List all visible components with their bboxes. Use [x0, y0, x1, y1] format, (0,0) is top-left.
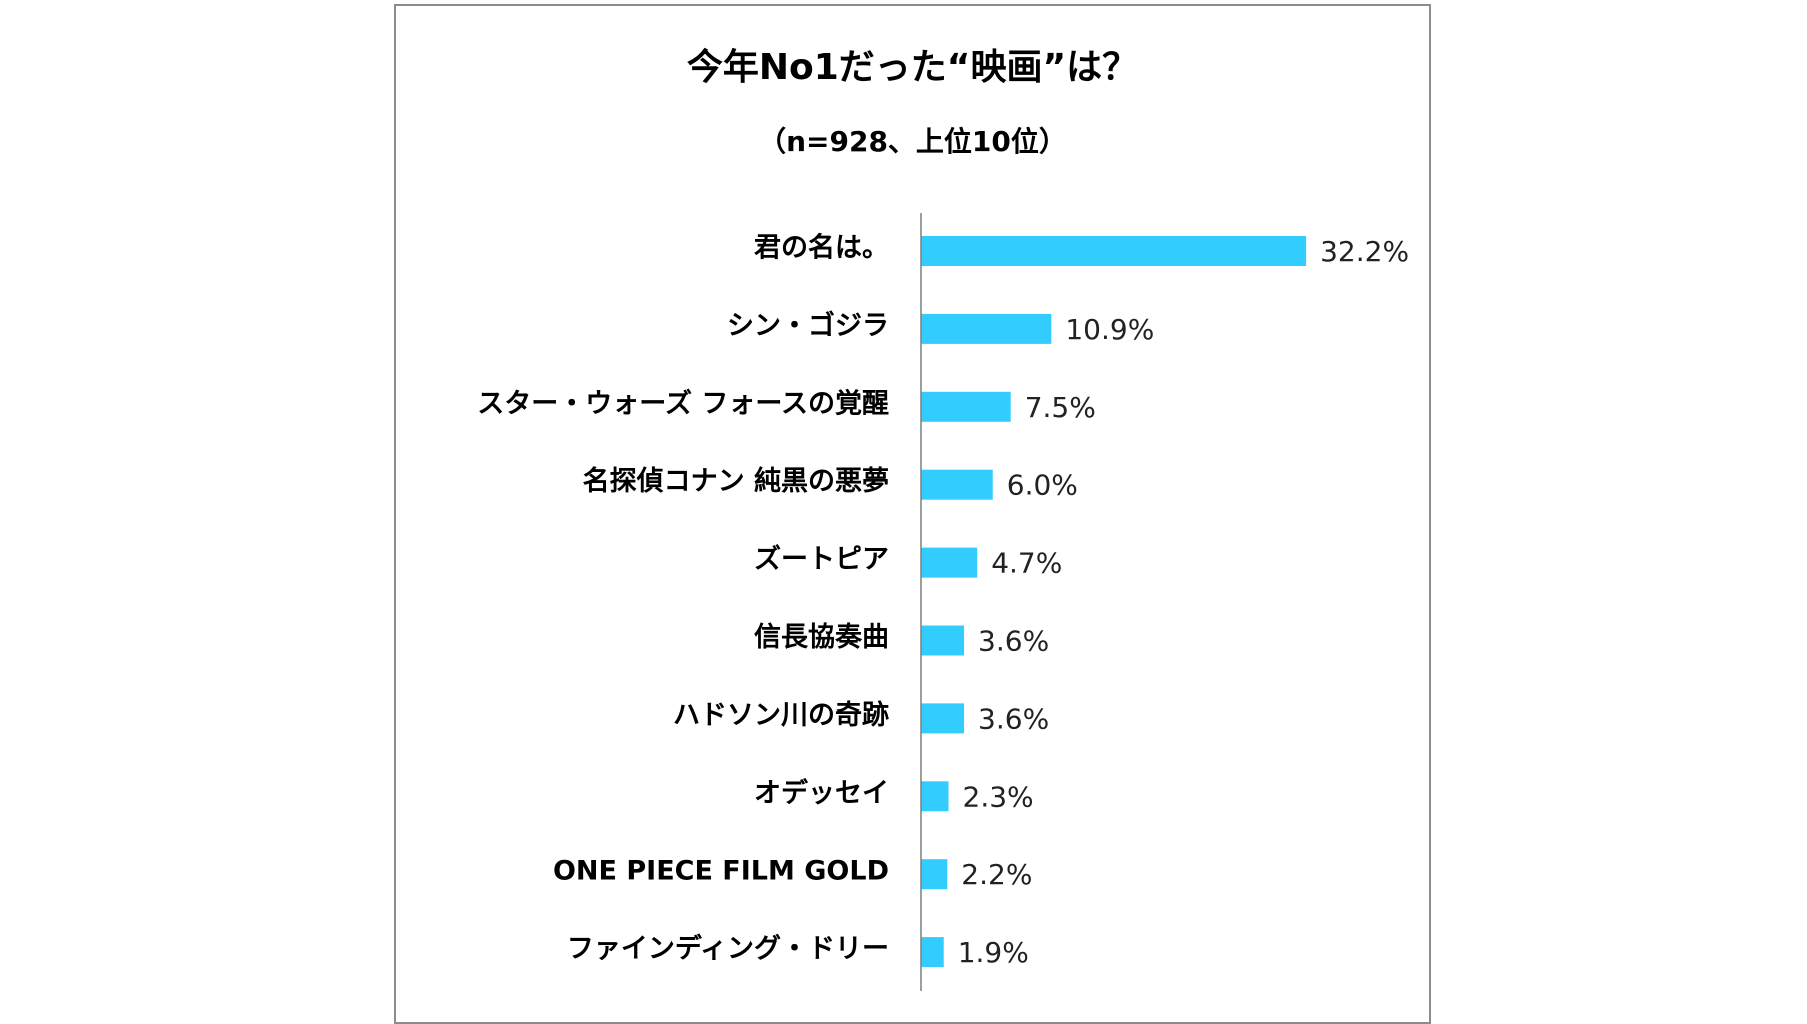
chart-subtitle: （n=928、上位10位） [758, 125, 1067, 158]
bar [921, 236, 1307, 266]
category-label: ズートピア [754, 543, 889, 575]
bar [921, 859, 948, 890]
data-label: 2.2% [961, 858, 1032, 891]
data-label: 6.0% [1007, 469, 1078, 502]
data-label: 3.6% [978, 702, 1049, 735]
bar [921, 625, 965, 656]
category-label: ハドソン川の奇跡 [673, 700, 889, 731]
bar [921, 547, 978, 578]
category-label: 名探偵コナン 純黒の悪夢 [583, 465, 889, 497]
bar [921, 469, 993, 500]
data-label: 3.6% [978, 625, 1049, 658]
chart-title: 今年No1だった“映画”は？ [686, 47, 1139, 88]
bar [921, 781, 949, 812]
data-label: 1.9% [958, 936, 1029, 969]
category-label: 信長協奏曲 [754, 622, 889, 653]
data-label: 7.5% [1025, 391, 1096, 424]
data-label: 10.9% [1065, 313, 1154, 346]
category-label: ファインディング・ドリー [567, 933, 889, 965]
data-label: 2.3% [963, 780, 1034, 813]
bar [921, 703, 965, 734]
category-label: スター・ウォーズ フォースの覚醒 [477, 387, 889, 419]
bar [921, 313, 1052, 344]
category-label: オデッセイ [754, 777, 889, 809]
category-label: ONE PIECE FILM GOLD [553, 856, 889, 887]
bar [921, 391, 1011, 422]
data-label: 4.7% [991, 547, 1062, 580]
data-label: 32.2% [1320, 235, 1409, 268]
category-label: シン・ゴジラ [727, 309, 889, 341]
category-label: 君の名は。 [754, 232, 889, 264]
bar [921, 937, 944, 968]
